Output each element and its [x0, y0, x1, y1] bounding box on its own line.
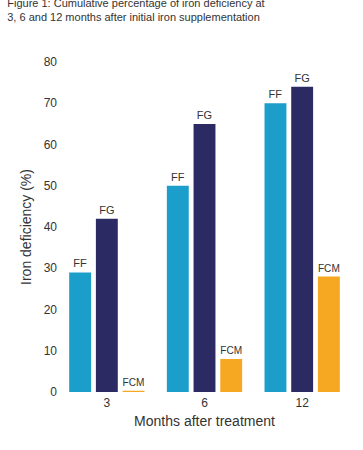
svg-text:FF: FF — [171, 171, 185, 183]
svg-text:FF: FF — [269, 88, 283, 100]
svg-text:30: 30 — [44, 261, 58, 275]
svg-text:Months after treatment: Months after treatment — [134, 413, 275, 429]
svg-text:3: 3 — [103, 396, 110, 410]
svg-text:FCM: FCM — [123, 377, 145, 388]
svg-text:FG: FG — [99, 204, 114, 216]
svg-text:60: 60 — [44, 138, 58, 152]
svg-text:12: 12 — [295, 396, 309, 410]
svg-text:20: 20 — [44, 303, 58, 317]
svg-text:6: 6 — [201, 396, 208, 410]
svg-text:FCM: FCM — [318, 263, 340, 274]
svg-text:Iron deficiency (%): Iron deficiency (%) — [18, 169, 34, 285]
svg-text:40: 40 — [44, 220, 58, 234]
svg-text:FCM: FCM — [220, 345, 242, 356]
svg-text:Figure 1: Cumulative percentag: Figure 1: Cumulative percentage of iron … — [7, 0, 264, 23]
svg-text:70: 70 — [44, 96, 58, 110]
svg-text:0: 0 — [50, 385, 57, 399]
svg-text:50: 50 — [44, 179, 58, 193]
svg-text:80: 80 — [44, 55, 58, 69]
svg-text:FG: FG — [197, 109, 212, 121]
svg-text:10: 10 — [44, 344, 58, 358]
svg-text:FF: FF — [73, 257, 87, 269]
svg-text:FG: FG — [295, 72, 310, 84]
